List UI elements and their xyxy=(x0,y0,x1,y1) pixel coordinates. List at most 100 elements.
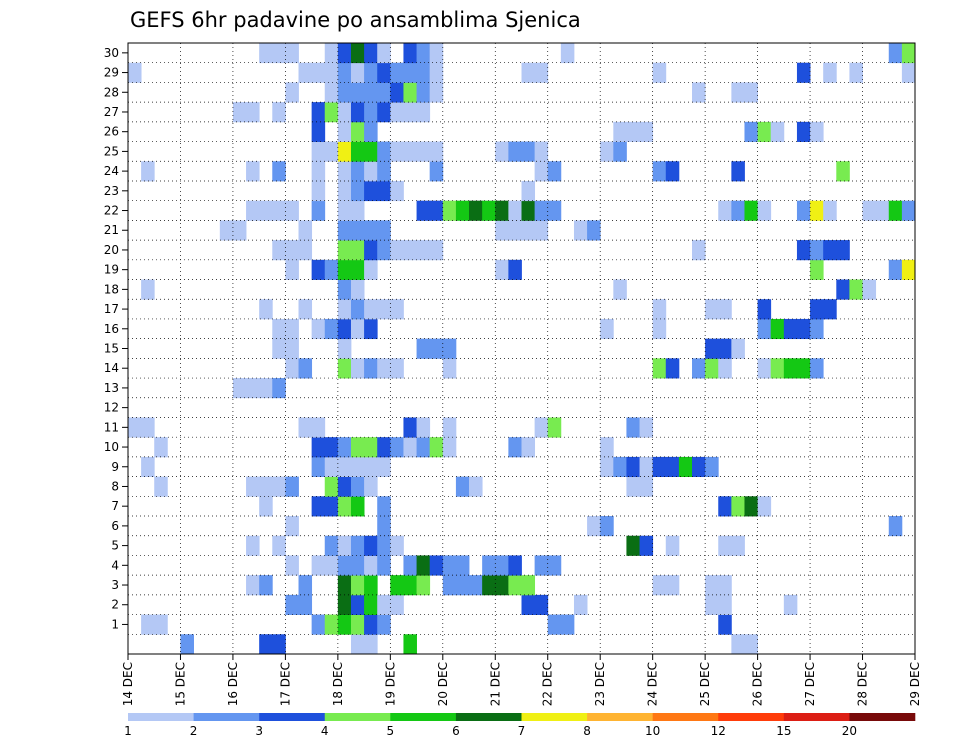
heatmap-cell xyxy=(350,121,365,142)
heatmap-cell xyxy=(285,516,299,537)
y-tick-label: 26 xyxy=(104,125,119,139)
heatmap-cell xyxy=(298,594,313,615)
y-tick-label: 9 xyxy=(111,460,119,474)
heatmap-cell xyxy=(705,358,719,379)
heatmap-cell xyxy=(324,259,339,280)
heatmap-cell xyxy=(429,240,444,261)
heatmap-cell xyxy=(364,634,378,655)
heatmap-cell xyxy=(390,299,404,320)
heatmap-cell xyxy=(377,299,391,320)
heatmap-cell xyxy=(390,180,404,202)
colorbar-segment xyxy=(128,713,194,721)
heatmap-cell xyxy=(390,82,404,103)
heatmap-cell xyxy=(665,161,680,182)
heatmap-cell xyxy=(364,358,378,379)
heatmap-cell xyxy=(364,141,378,162)
heatmap-cell xyxy=(665,575,680,596)
heatmap-cell xyxy=(718,496,732,517)
heatmap-cell xyxy=(337,535,352,556)
heatmap-cell xyxy=(495,141,509,162)
y-tick-label: 23 xyxy=(104,184,119,198)
heatmap-cell xyxy=(324,102,339,123)
heatmap-cell xyxy=(652,575,667,596)
heatmap-cell xyxy=(259,575,273,596)
y-tick-label: 20 xyxy=(104,243,119,257)
heatmap-cell xyxy=(350,259,365,280)
heatmap-cell xyxy=(731,200,745,221)
heatmap-cell xyxy=(639,476,654,497)
heatmap-cell xyxy=(285,338,299,359)
x-tick-label: 21 DEC xyxy=(488,662,502,706)
heatmap-cell xyxy=(377,555,391,576)
heatmap-cell xyxy=(547,555,562,576)
heatmap-cell xyxy=(377,141,391,162)
heatmap-cell xyxy=(416,141,431,162)
heatmap-cell xyxy=(534,417,549,438)
heatmap-cell xyxy=(692,240,706,261)
colorbar-label: 12 xyxy=(711,724,726,738)
heatmap-cell xyxy=(377,82,391,103)
heatmap-cell xyxy=(678,456,693,478)
heatmap-cell xyxy=(744,121,758,142)
heatmap-cell xyxy=(639,417,654,438)
heatmap-cell xyxy=(272,476,286,497)
heatmap-cell xyxy=(469,200,483,221)
heatmap-cell xyxy=(377,614,391,635)
heatmap-cell xyxy=(521,220,536,241)
heatmap-cell xyxy=(285,240,299,261)
heatmap-cell xyxy=(298,358,313,379)
heatmap-cell xyxy=(836,161,850,182)
heatmap-cell xyxy=(665,535,680,556)
heatmap-cell xyxy=(377,43,391,64)
heatmap-cell xyxy=(718,200,732,221)
heatmap-cell xyxy=(259,299,273,320)
heatmap-cell xyxy=(246,378,260,399)
heatmap-cell xyxy=(285,43,299,64)
heatmap-cell xyxy=(337,259,352,280)
heatmap-cell xyxy=(810,121,824,142)
heatmap-cell xyxy=(350,575,365,596)
y-tick-label: 13 xyxy=(104,381,119,395)
heatmap-cell xyxy=(337,476,352,497)
x-tick-label: 16 DEC xyxy=(226,662,240,706)
heatmap-cell xyxy=(718,338,732,359)
heatmap-cell xyxy=(350,594,365,615)
heatmap-cell xyxy=(154,476,168,497)
heatmap-cell xyxy=(521,200,536,221)
y-tick-label: 12 xyxy=(104,401,119,415)
heatmap-cell xyxy=(429,82,444,103)
heatmap-cell xyxy=(219,220,234,241)
heatmap-cell xyxy=(350,476,365,497)
heatmap-cell xyxy=(390,358,404,379)
heatmap-cell xyxy=(482,575,496,596)
heatmap-cell xyxy=(416,102,431,123)
heatmap-cell xyxy=(613,456,627,478)
heatmap-cell xyxy=(311,417,326,438)
heatmap-cell xyxy=(652,299,667,320)
x-axis: 14 DEC 15 DEC 16 DEC 17 DEC 18 DEC 19 DEC 20 D… xyxy=(121,654,922,706)
heatmap-cell xyxy=(718,535,732,556)
heatmap-cell xyxy=(350,43,365,64)
heatmap-cell xyxy=(757,299,772,320)
heatmap-cell xyxy=(272,43,286,64)
y-tick-label: 4 xyxy=(111,558,119,572)
heatmap-cell xyxy=(652,358,667,379)
heatmap-cell xyxy=(350,161,365,182)
heatmap-cell xyxy=(337,141,352,162)
heatmap-cell xyxy=(534,220,549,241)
heatmap-cell xyxy=(350,614,365,635)
heatmap-cell xyxy=(652,318,667,340)
heatmap-cell xyxy=(364,161,378,182)
heatmap-cell xyxy=(364,220,378,241)
heatmap-cell xyxy=(377,220,391,241)
heatmap-cell xyxy=(232,378,247,399)
y-tick-label: 2 xyxy=(111,598,119,612)
heatmap-cell xyxy=(836,279,850,300)
heatmap-cell xyxy=(298,62,313,83)
colorbar-segment xyxy=(849,713,916,721)
heatmap-cell xyxy=(521,141,536,162)
heatmap-cell xyxy=(311,62,326,83)
heatmap-cell xyxy=(337,43,352,64)
heatmap-cell xyxy=(350,279,365,300)
heatmap-cell xyxy=(429,141,444,162)
